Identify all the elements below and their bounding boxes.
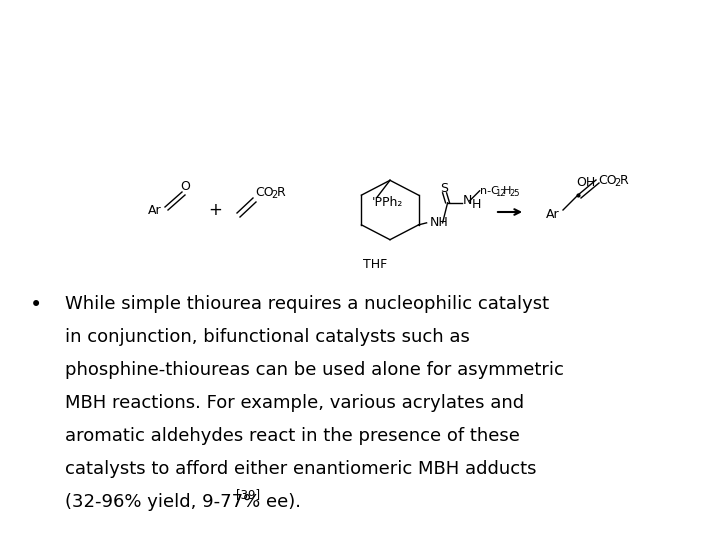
Text: OH: OH (576, 177, 595, 190)
Text: While simple thiourea requires a nucleophilic catalyst: While simple thiourea requires a nucleop… (65, 295, 549, 313)
Text: THF: THF (363, 259, 387, 272)
Text: H: H (503, 186, 511, 196)
Text: 25: 25 (510, 190, 520, 198)
Text: 'PPh₂: 'PPh₂ (372, 196, 403, 209)
Text: MBH reactions. For example, various acrylates and: MBH reactions. For example, various acry… (65, 394, 524, 412)
Text: Ar: Ar (546, 208, 560, 221)
Text: aromatic aldehydes react in the presence of these: aromatic aldehydes react in the presence… (65, 427, 520, 445)
Text: H: H (472, 198, 481, 211)
Text: N: N (462, 194, 472, 207)
Text: +: + (208, 201, 222, 219)
Text: CO: CO (255, 186, 274, 199)
Text: 2: 2 (271, 190, 277, 200)
Text: Ar: Ar (148, 204, 162, 217)
Text: [39]: [39] (236, 488, 260, 501)
Text: NH: NH (430, 217, 449, 230)
Text: R: R (277, 186, 286, 199)
Text: phosphine-thioureas can be used alone for asymmetric: phosphine-thioureas can be used alone fo… (65, 361, 564, 379)
Text: S: S (441, 183, 449, 195)
Text: in conjunction, bifunctional catalysts such as: in conjunction, bifunctional catalysts s… (65, 328, 470, 346)
Text: n-C: n-C (480, 186, 498, 196)
Text: O: O (180, 179, 190, 192)
Text: (32-96% yield, 9-77% ee).: (32-96% yield, 9-77% ee). (65, 493, 301, 511)
Text: R: R (620, 173, 629, 186)
Text: 12: 12 (495, 190, 506, 198)
Text: •: • (30, 295, 42, 315)
Text: 2: 2 (614, 178, 620, 188)
Text: CO: CO (598, 173, 616, 186)
Text: catalysts to afford either enantiomeric MBH adducts: catalysts to afford either enantiomeric … (65, 460, 536, 478)
